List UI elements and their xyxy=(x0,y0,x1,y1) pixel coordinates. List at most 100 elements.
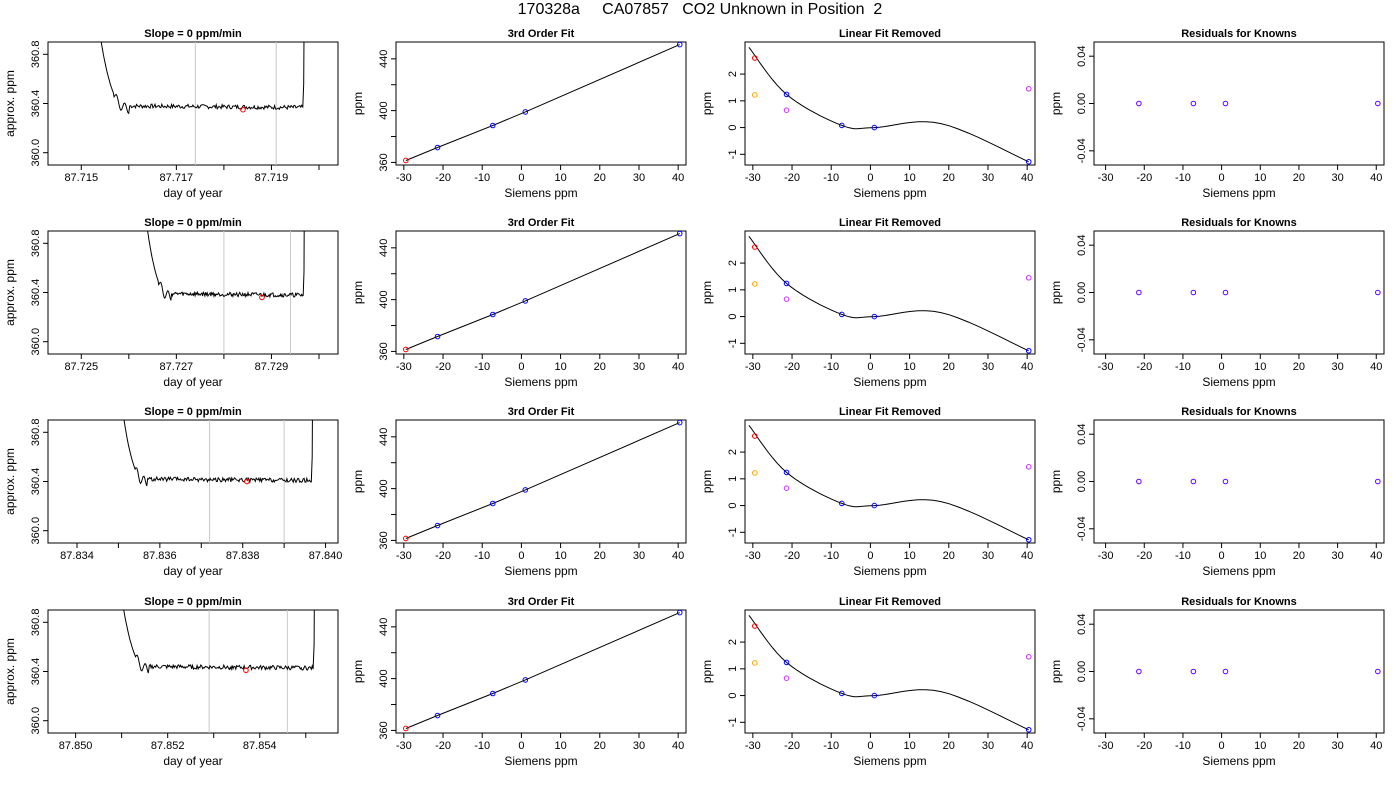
residual-point xyxy=(1222,289,1229,296)
data-point xyxy=(783,469,790,476)
x-tick-label: 10 xyxy=(903,172,915,184)
y-tick-label: 1 xyxy=(727,476,739,482)
x-tick-label: 30 xyxy=(1331,361,1343,373)
y-axis-label: ppm xyxy=(1049,660,1063,683)
x-tick-label: 30 xyxy=(633,172,645,184)
plot-area xyxy=(402,231,683,353)
y-tick-label: -1 xyxy=(727,149,739,159)
x-tick-label: 87.717 xyxy=(160,172,194,184)
x-tick-label: 0 xyxy=(1219,361,1225,373)
residual-point xyxy=(1190,289,1197,296)
panel-linear_removed-row-2: Linear Fit Removed Siemens ppm ppm -30 -20 -1… xyxy=(700,217,1036,389)
plot-area xyxy=(748,614,1032,733)
x-tick-label: 87.719 xyxy=(255,172,289,184)
data-point xyxy=(838,500,845,507)
y-tick-label: 1 xyxy=(727,287,739,293)
panel-linear_removed-row-3: Linear Fit Removed Siemens ppm ppm -30 -20 -1… xyxy=(700,406,1036,578)
data-point xyxy=(871,692,878,699)
x-tick-label: 20 xyxy=(594,172,606,184)
data-point xyxy=(676,420,683,426)
x-axis-label: Siemens ppm xyxy=(1202,186,1275,200)
x-tick-label: -10 xyxy=(474,172,490,184)
plot-area xyxy=(1136,289,1381,296)
x-tick-label: 30 xyxy=(633,550,645,562)
x-tick-label: 0 xyxy=(1219,740,1225,752)
data-point xyxy=(751,244,758,250)
data-point xyxy=(402,157,409,164)
data-point xyxy=(751,92,758,98)
data-point xyxy=(1025,653,1032,660)
panel-residuals-row-4: Residuals for Knowns Siemens ppm ppm -30 -20… xyxy=(1049,596,1385,768)
residual-point xyxy=(1375,668,1381,675)
y-tick-label: 0.04 xyxy=(1076,45,1088,66)
x-tick-label: -20 xyxy=(784,172,800,184)
y-tick-label: -0.04 xyxy=(1076,706,1088,731)
x-tick-label: 87.838 xyxy=(226,550,260,562)
y-tick-label: 440 xyxy=(378,50,390,68)
y-tick-label: 400 xyxy=(378,479,390,497)
x-tick-label: -20 xyxy=(784,361,800,373)
data-point xyxy=(751,55,758,61)
cubic-curve xyxy=(748,614,1029,731)
x-tick-label: 40 xyxy=(1021,172,1033,184)
x-tick-label: -20 xyxy=(784,740,800,752)
x-tick-label: -10 xyxy=(823,361,839,373)
x-tick-label: 10 xyxy=(903,361,915,373)
mean-marker xyxy=(243,667,249,674)
x-tick-label: 0 xyxy=(867,361,873,373)
residual-point xyxy=(1190,668,1197,675)
plot-frame xyxy=(744,230,1036,355)
x-tick-label: 30 xyxy=(1331,740,1343,752)
x-tick-label: 30 xyxy=(982,172,994,184)
x-tick-label: 20 xyxy=(1293,740,1305,752)
plot-frame xyxy=(395,230,687,355)
plot-frame xyxy=(47,230,339,355)
residual-point xyxy=(1136,478,1142,485)
trace-line xyxy=(123,610,315,674)
x-tick-label: 0 xyxy=(867,550,873,562)
plot-area xyxy=(123,610,315,733)
fit-curve xyxy=(405,44,680,161)
plot-frame xyxy=(395,419,687,544)
x-tick-label: -30 xyxy=(396,172,412,184)
data-point xyxy=(676,42,683,48)
panel-residuals-row-3: Residuals for Knowns Siemens ppm ppm -30 -20… xyxy=(1049,406,1385,578)
x-tick-label: 40 xyxy=(1021,361,1033,373)
y-tick-label: 360.0 xyxy=(30,328,42,356)
y-tick-label: 360.8 xyxy=(30,230,42,258)
y-axis-label: ppm xyxy=(700,660,714,683)
residual-point xyxy=(1136,100,1142,107)
panel-trace-row-1: Slope = 0 ppm/min day of year approx. ppm 8… xyxy=(3,28,339,200)
y-tick-label: 440 xyxy=(378,428,390,446)
panel-title: 3rd Order Fit xyxy=(508,28,575,40)
data-point xyxy=(1025,536,1032,543)
fit-curve xyxy=(405,612,680,729)
cubic-curve xyxy=(748,235,1029,352)
trace-line xyxy=(147,231,305,301)
panel-trace-row-2: Slope = 0 ppm/min day of year approx. ppm 8… xyxy=(3,217,339,389)
x-tick-label: 87.729 xyxy=(255,361,289,373)
y-tick-label: 2 xyxy=(727,71,739,77)
x-tick-label: 0 xyxy=(518,361,524,373)
x-tick-label: -20 xyxy=(435,740,451,752)
panel-title: Slope = 0 ppm/min xyxy=(144,217,242,229)
residual-point xyxy=(1136,668,1142,675)
x-tick-label: 30 xyxy=(982,361,994,373)
y-axis-label: approx. ppm xyxy=(3,70,17,137)
x-tick-label: 87.727 xyxy=(160,361,194,373)
x-tick-label: 87.715 xyxy=(64,172,98,184)
x-tick-label: 40 xyxy=(672,740,684,752)
mean-marker xyxy=(244,478,250,485)
x-tick-label: 0 xyxy=(518,550,524,562)
x-tick-label: -20 xyxy=(1136,740,1152,752)
x-tick-label: 20 xyxy=(594,361,606,373)
x-axis-label: day of year xyxy=(163,564,222,578)
x-tick-label: -10 xyxy=(474,740,490,752)
data-point xyxy=(402,535,409,542)
residual-point xyxy=(1190,478,1197,485)
x-tick-label: 40 xyxy=(1370,361,1382,373)
plot-area xyxy=(748,46,1032,165)
plot-area xyxy=(1136,100,1381,107)
y-tick-label: 0 xyxy=(727,314,739,320)
data-point xyxy=(838,122,845,129)
